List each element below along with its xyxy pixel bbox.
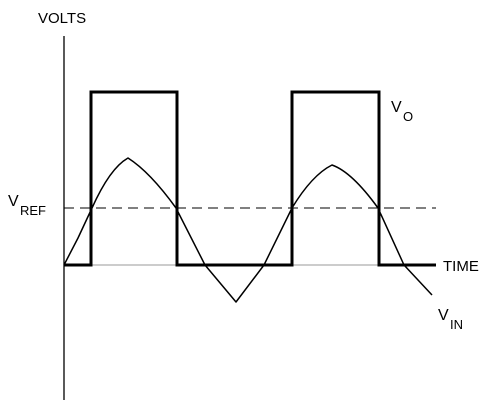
vin-waveform [63,157,433,303]
vo-label-sub: O [403,109,413,124]
vin-label-sub: IN [450,317,463,332]
vo-label-main: V [391,99,402,116]
y-axis-label: VOLTS [38,10,86,27]
vo-square-wave [64,90,436,267]
vref-label-main: V [8,193,19,210]
vref-label-sub: REF [20,203,46,218]
vin-label-main: V [438,307,449,324]
x-axis-label: TIME [443,258,479,275]
